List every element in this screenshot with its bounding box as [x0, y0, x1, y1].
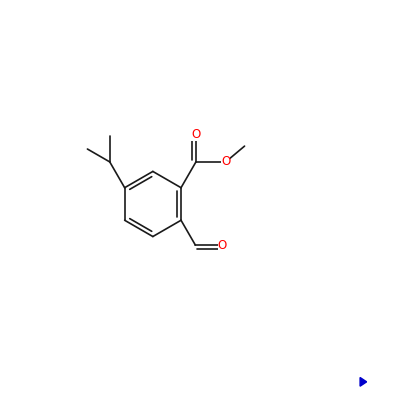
Text: O: O — [191, 128, 200, 141]
Text: O: O — [221, 156, 230, 168]
Polygon shape — [360, 377, 367, 386]
Text: O: O — [218, 238, 227, 252]
